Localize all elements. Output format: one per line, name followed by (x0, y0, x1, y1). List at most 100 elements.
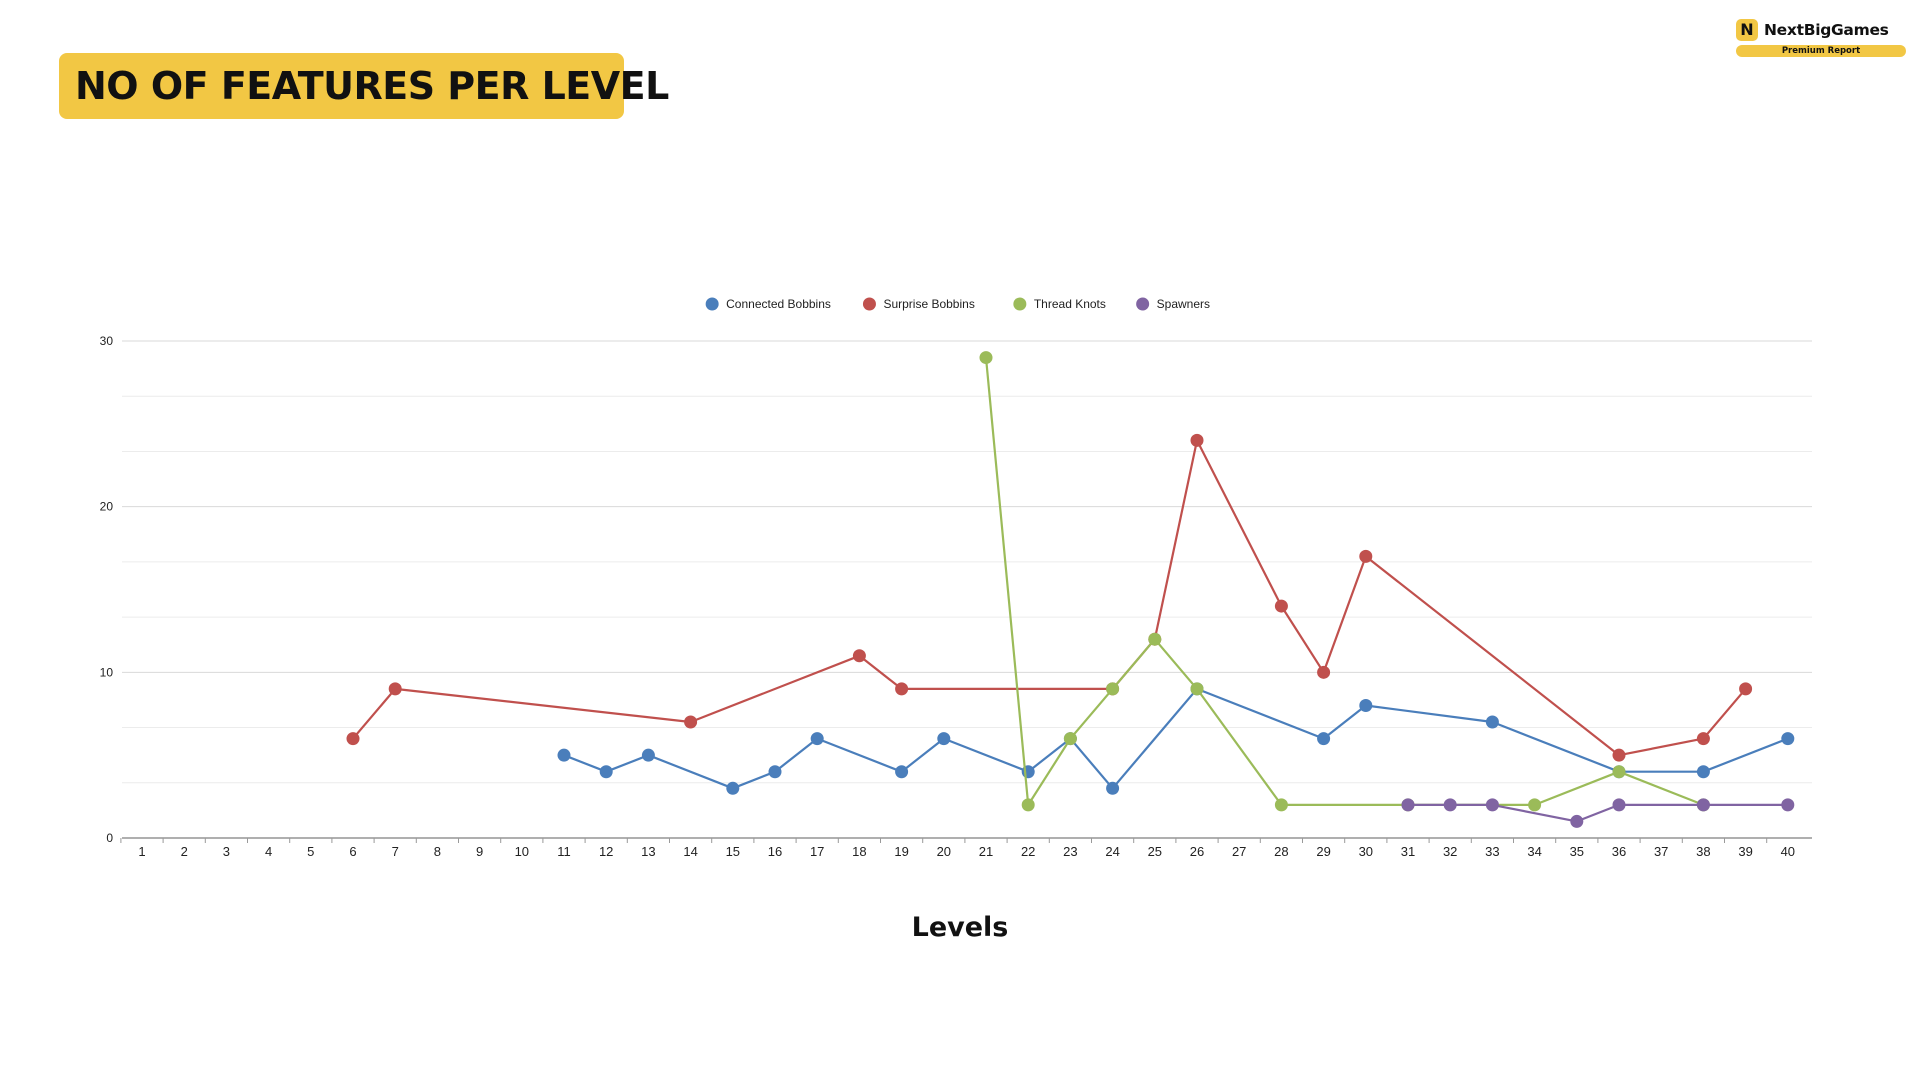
data-point (1696, 732, 1710, 746)
data-point (937, 732, 951, 746)
data-point (1781, 732, 1795, 746)
x-tick-label: 6 (349, 844, 356, 859)
brand-logo-icon: N (1736, 19, 1758, 41)
data-point (895, 765, 909, 779)
legend-marker (1013, 297, 1027, 311)
data-point (1106, 781, 1120, 795)
data-point (1274, 798, 1288, 812)
data-point (1485, 715, 1499, 729)
x-tick-label: 33 (1485, 844, 1499, 859)
x-tick-label: 34 (1527, 844, 1541, 859)
data-point (1781, 798, 1795, 812)
x-tick-label: 28 (1274, 844, 1288, 859)
data-point (1317, 732, 1331, 746)
legend-label: Spawners (1157, 297, 1210, 311)
series-line (352, 439, 1747, 757)
x-tick-label: 13 (641, 844, 655, 859)
data-point (1443, 798, 1457, 812)
x-tick-label: 39 (1738, 844, 1752, 859)
x-tick-label: 36 (1612, 844, 1626, 859)
data-point (1106, 682, 1120, 696)
x-tick-label: 12 (599, 844, 613, 859)
x-tick-label: 11 (557, 844, 571, 859)
x-tick-label: 15 (726, 844, 740, 859)
data-point (1148, 632, 1162, 646)
data-point (726, 781, 740, 795)
data-point (557, 748, 571, 762)
x-tick-label: 22 (1021, 844, 1035, 859)
x-tick-label: 37 (1654, 844, 1668, 859)
x-tick-label: 14 (683, 844, 697, 859)
data-point (1359, 698, 1373, 712)
title-badge: NO OF FEATURES PER LEVEL (59, 53, 669, 119)
x-tick-label: 31 (1401, 844, 1415, 859)
data-point (1317, 665, 1331, 679)
data-point (684, 715, 698, 729)
brand-logo-letter: N (1740, 20, 1754, 39)
x-tick-label: 4 (265, 844, 272, 859)
y-tick-label: 10 (100, 665, 114, 679)
x-tick-label: 29 (1316, 844, 1330, 859)
data-point (1021, 798, 1035, 812)
data-point (810, 732, 824, 746)
x-tick-label: 21 (979, 844, 993, 859)
y-tick-label: 20 (100, 500, 114, 514)
legend-marker (705, 297, 719, 311)
x-tick-label: 1 (138, 844, 145, 859)
data-point (1190, 682, 1204, 696)
data-point (1274, 599, 1288, 613)
x-tick-label: 9 (476, 844, 483, 859)
x-tick-label: 8 (434, 844, 441, 859)
legend-label: Thread Knots (1034, 297, 1106, 311)
x-tick-label: 32 (1443, 844, 1457, 859)
x-tick-label: 2 (181, 844, 188, 859)
x-tick-label: 30 (1359, 844, 1373, 859)
data-point (1612, 798, 1626, 812)
data-point (852, 649, 866, 663)
x-tick-label: 10 (515, 844, 529, 859)
data-point (1359, 549, 1373, 563)
data-point (1570, 814, 1584, 828)
data-point (1485, 798, 1499, 812)
series-line (1408, 803, 1788, 823)
x-tick-label: 23 (1063, 844, 1077, 859)
brand-name: NextBigGames (1764, 21, 1889, 39)
y-tick-label: 30 (100, 334, 114, 348)
x-axis-title: Levels (911, 912, 1009, 943)
data-point (599, 765, 613, 779)
legend-marker (1136, 297, 1150, 311)
x-tick-label: 7 (392, 844, 399, 859)
page-title: NO OF FEATURES PER LEVEL (75, 64, 669, 108)
data-point (1739, 682, 1753, 696)
data-point (1696, 798, 1710, 812)
data-point (1401, 798, 1415, 812)
x-tick-label: 27 (1232, 844, 1246, 859)
data-point (641, 748, 655, 762)
x-tick-label: 26 (1190, 844, 1204, 859)
series-line (563, 687, 1789, 790)
data-point (1190, 433, 1204, 447)
x-tick-label: 35 (1570, 844, 1584, 859)
brand-row: N NextBigGames (1736, 18, 1906, 42)
data-point (346, 732, 360, 746)
x-tick-label: 17 (810, 844, 824, 859)
data-point (1696, 765, 1710, 779)
data-point (768, 765, 782, 779)
x-tick-label: 5 (307, 844, 314, 859)
legend-label: Surprise Bobbins (883, 297, 974, 311)
y-tick-label: 0 (106, 831, 113, 845)
x-tick-label: 24 (1105, 844, 1119, 859)
x-tick-label: 18 (852, 844, 866, 859)
brand-tagline: Premium Report (1736, 45, 1906, 57)
legend-marker (862, 297, 876, 311)
legend-label: Connected Bobbins (726, 297, 831, 311)
x-tick-label: 38 (1696, 844, 1710, 859)
data-point (979, 351, 993, 365)
data-point (388, 682, 402, 696)
x-tick-label: 3 (223, 844, 230, 859)
x-tick-label: 19 (894, 844, 908, 859)
x-tick-label: 16 (768, 844, 782, 859)
brand-logo-block: N NextBigGames Premium Report (1736, 18, 1906, 60)
x-tick-label: 20 (937, 844, 951, 859)
